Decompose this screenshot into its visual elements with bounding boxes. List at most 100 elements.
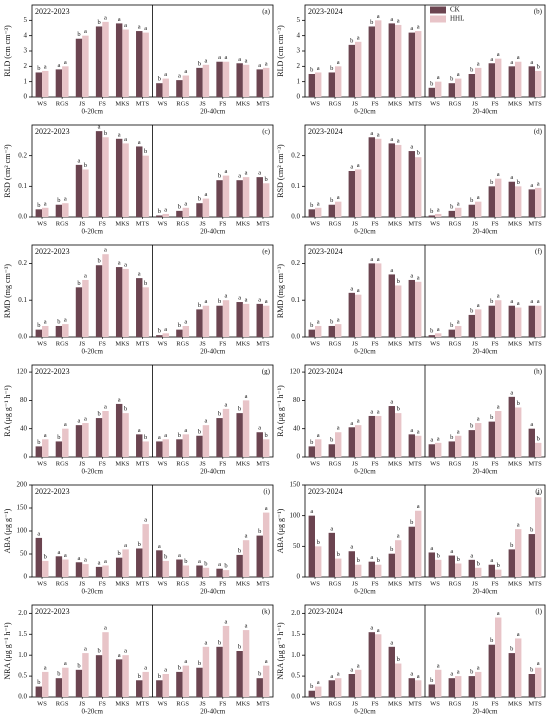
panel-title: 2022-2023 <box>35 127 70 136</box>
significance-letter: a <box>98 124 101 131</box>
bar <box>176 329 183 337</box>
bar <box>35 537 43 577</box>
significance-letter: a <box>477 302 480 309</box>
bar <box>115 138 123 217</box>
significance-letter: a <box>118 652 121 659</box>
x-tick-label: MTS <box>256 700 270 707</box>
x-tick-label: JS <box>79 220 86 227</box>
significance-letter: b <box>310 683 313 690</box>
significance-letter: a <box>377 13 380 20</box>
panel-title: 2022-2023 <box>35 247 70 256</box>
significance-letter: b <box>537 435 540 442</box>
bar <box>162 674 169 697</box>
group-label: 0-20cm <box>354 108 376 116</box>
significance-letter: a <box>225 618 228 625</box>
x-tick-label: JS <box>200 220 207 227</box>
bar <box>495 178 502 217</box>
bar <box>102 21 109 97</box>
significance-letter: b <box>37 439 40 446</box>
bar <box>468 74 475 97</box>
x-tick-label: FS <box>219 700 227 707</box>
y-axis-label: RLD (cm cm⁻³) <box>3 25 12 77</box>
significance-letter: b <box>265 432 268 439</box>
y-tick-label: 0.2 <box>291 151 300 159</box>
x-tick-label: JS <box>472 580 479 587</box>
significance-letter: b <box>337 551 340 558</box>
significance-letter: b <box>57 318 60 325</box>
bar <box>475 423 482 457</box>
significance-letter: a <box>410 144 413 151</box>
x-tick-label: WS <box>430 220 440 227</box>
significance-letter: a <box>377 627 380 634</box>
significance-letter: a <box>164 206 167 213</box>
x-tick-label: MTS <box>256 340 270 347</box>
bar <box>395 24 402 97</box>
bar <box>468 676 475 697</box>
y-tick-label: 1.5 <box>18 630 27 638</box>
group-label: 0-20cm <box>82 708 104 716</box>
bar <box>102 137 109 217</box>
significance-letter: a <box>104 403 107 410</box>
x-tick-label: MTS <box>528 340 542 347</box>
bar <box>535 442 542 457</box>
bar <box>176 210 183 217</box>
significance-letter: b <box>77 31 80 38</box>
x-tick-label: WS <box>158 220 168 227</box>
significance-letter: a <box>204 418 207 425</box>
significance-letter: b <box>470 669 473 676</box>
bar <box>495 58 502 97</box>
significance-letter: a <box>397 17 400 24</box>
x-tick-label: JS <box>79 100 86 107</box>
bar <box>216 418 223 457</box>
bar <box>528 66 535 97</box>
x-tick-label: MTS <box>136 220 150 227</box>
bar <box>375 138 382 217</box>
x-tick-label: JS <box>79 340 86 347</box>
significance-letter: a <box>84 557 87 564</box>
x-tick-label: MTS <box>408 460 422 467</box>
bar <box>256 678 263 697</box>
bar <box>388 646 395 697</box>
legend-label: CK <box>450 6 460 14</box>
significance-letter: a <box>184 658 187 665</box>
y-tick-label: 120 <box>17 368 28 376</box>
significance-letter: a <box>430 437 433 444</box>
significance-letter: a <box>390 16 393 23</box>
bar <box>256 432 263 457</box>
significance-letter: b <box>158 328 161 335</box>
significance-letter: a <box>370 554 373 561</box>
bar <box>508 549 515 577</box>
x-tick-label: JS <box>200 580 207 587</box>
significance-letter: b <box>470 307 473 314</box>
significance-letter: a <box>104 558 107 565</box>
bar <box>176 559 183 577</box>
significance-letter: a <box>510 174 513 181</box>
x-tick-label: FS <box>99 700 107 707</box>
bar <box>308 329 315 337</box>
significance-letter: b <box>218 173 221 180</box>
significance-letter: b <box>204 560 207 567</box>
significance-letter: a <box>118 131 121 138</box>
bar <box>455 676 462 697</box>
significance-letter: a <box>57 62 60 69</box>
bar <box>435 333 442 337</box>
significance-letter: a <box>490 56 493 63</box>
bar <box>335 678 342 697</box>
significance-letter: b <box>450 203 453 210</box>
x-tick-label: FS <box>219 220 227 227</box>
bar <box>335 66 342 97</box>
bar <box>335 432 342 457</box>
significance-letter: a <box>184 427 187 434</box>
significance-letter: a <box>104 247 107 254</box>
significance-letter: b <box>310 202 313 209</box>
significance-letter: a <box>330 673 333 680</box>
significance-letter: b <box>430 677 433 684</box>
significance-letter: b <box>97 648 100 655</box>
panel-label: (l) <box>535 608 542 616</box>
significance-letter: a <box>238 173 241 180</box>
significance-letter: a <box>350 163 353 170</box>
bar <box>136 434 143 457</box>
significance-letter: b <box>218 639 221 646</box>
y-tick-label: 150 <box>17 504 28 512</box>
bar <box>508 305 515 337</box>
